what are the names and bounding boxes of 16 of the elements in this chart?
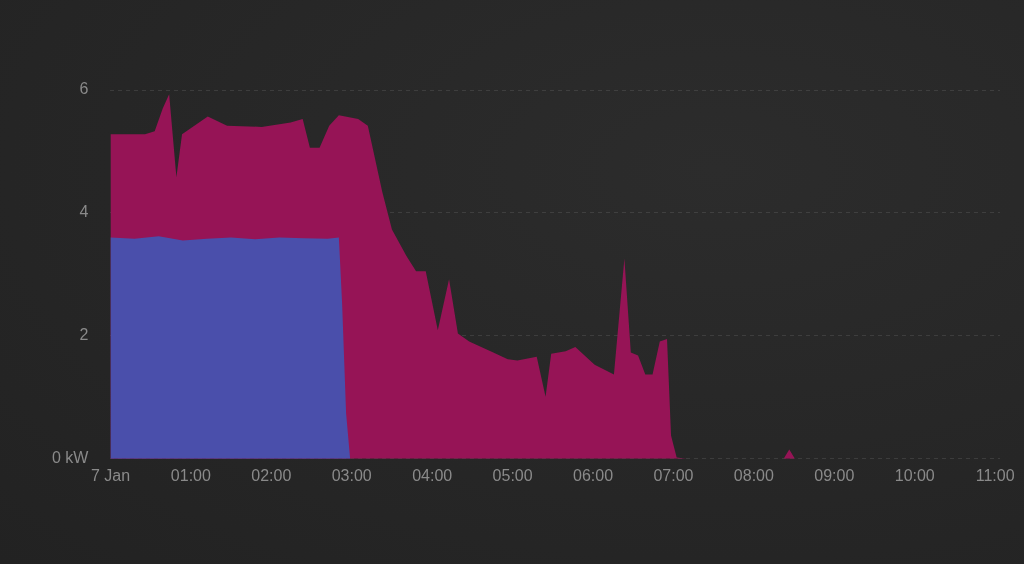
x-tick-label: 03:00 xyxy=(331,466,372,484)
x-tick-label: 7 Jan xyxy=(90,466,131,484)
x-tick-label: 07:00 xyxy=(653,466,694,484)
x-tick-label: 02:00 xyxy=(251,466,292,484)
y-tick-label: 4 xyxy=(79,203,89,221)
x-tick-label: 09:00 xyxy=(814,466,855,484)
x-tick-label: 10:00 xyxy=(894,466,935,484)
y-tick-label: 6 xyxy=(79,80,89,98)
x-tick-label: 11:00 xyxy=(975,466,1015,484)
x-tick-label: 04:00 xyxy=(412,466,453,484)
y-tick-label: 0 kW xyxy=(51,449,90,467)
x-tick-label: 06:00 xyxy=(573,466,614,484)
y-tick-label: 2 xyxy=(79,326,89,344)
x-tick-label: 01:00 xyxy=(170,466,211,484)
x-tick-label: 05:00 xyxy=(492,466,533,484)
x-tick-label: 08:00 xyxy=(733,466,774,484)
